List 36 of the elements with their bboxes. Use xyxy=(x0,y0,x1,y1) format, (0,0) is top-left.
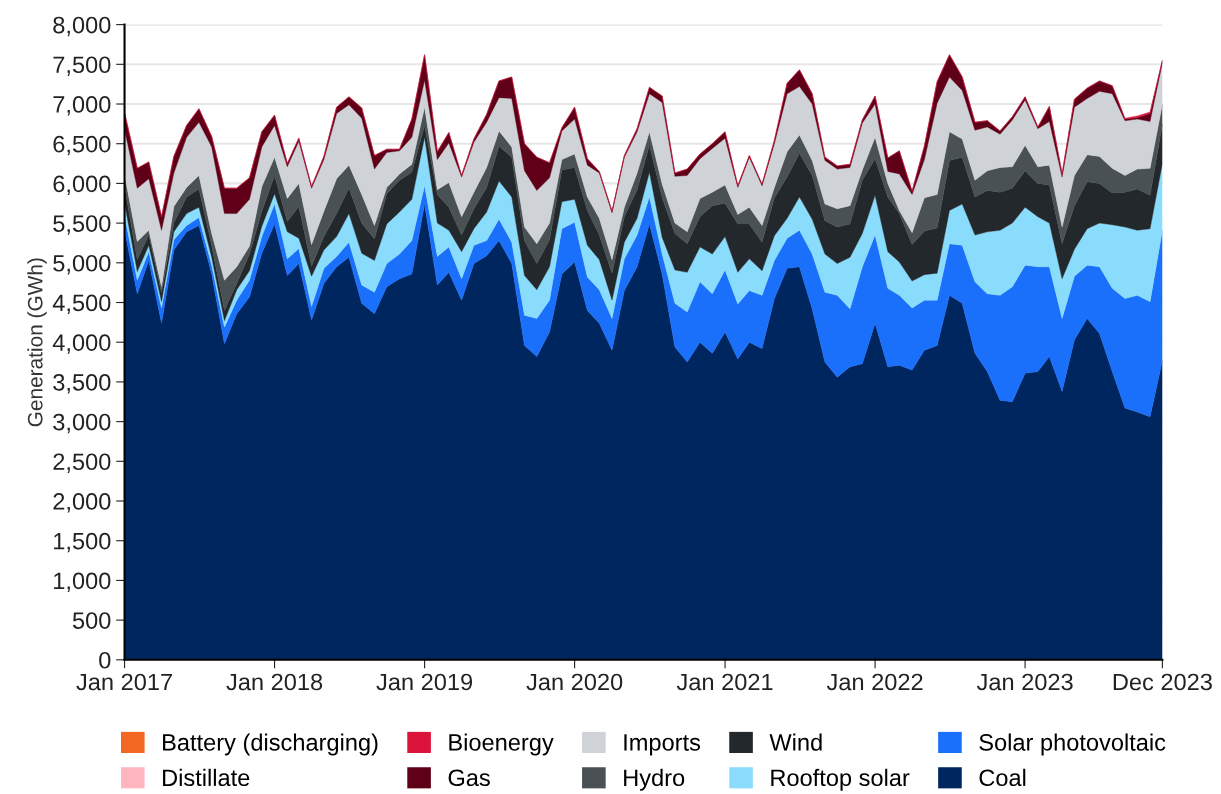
y-tick-label: 1,500 xyxy=(54,532,111,553)
y-tick-label: 0 xyxy=(99,651,111,669)
legend-label: Solar photovoltaic xyxy=(979,733,1166,756)
legend-label: Rooftop solar xyxy=(771,768,910,791)
y-tick-label: 3,500 xyxy=(53,373,111,394)
y-tick-label: 4,000 xyxy=(52,334,111,354)
legend-label: Coal xyxy=(979,768,1026,787)
y-tick-label: 6,500 xyxy=(53,135,111,156)
y-tick-label: 8,000 xyxy=(53,16,111,37)
x-tick-label: Jan 2018 xyxy=(226,673,323,691)
y-tick-label: 500 xyxy=(72,612,111,629)
y-tick-label: 5,000 xyxy=(53,254,111,275)
y-tick-label: 6,000 xyxy=(53,175,111,195)
legend-label: Wind xyxy=(769,733,822,751)
x-tick-label: Jan 2020 xyxy=(526,673,623,691)
x-tick-label: Jan 2019 xyxy=(376,673,473,691)
y-tick-label: 7,500 xyxy=(53,56,111,76)
legend-label: Battery (discharging) xyxy=(163,733,378,756)
legend-label: Bioenergy xyxy=(449,733,554,756)
x-tick-label: Jan 2021 xyxy=(676,673,773,691)
y-tick-label: 5,500 xyxy=(53,215,111,235)
legend-label: Gas xyxy=(448,769,490,787)
y-tick-label: 4,500 xyxy=(52,294,111,315)
legend-label: Hydro xyxy=(624,768,685,791)
x-tick-label: Jan 2023 xyxy=(976,673,1073,691)
y-tick-label: 1,000 xyxy=(54,572,111,592)
x-tick-label: Jan 2017 xyxy=(76,673,172,691)
y-tick-label: 2,000 xyxy=(53,493,111,513)
y-tick-label: 2,500 xyxy=(53,453,111,473)
y-tick-label: 3,000 xyxy=(53,413,111,434)
y-axis-title: Generation (GWh) xyxy=(27,258,47,427)
y-tick-label: 7,000 xyxy=(53,96,111,116)
legend-label: Distillate xyxy=(163,768,250,787)
legend-label: Imports xyxy=(624,734,701,756)
x-tick-label: Dec 2023 xyxy=(1113,673,1212,691)
x-tick-label: Jan 2022 xyxy=(826,673,923,691)
